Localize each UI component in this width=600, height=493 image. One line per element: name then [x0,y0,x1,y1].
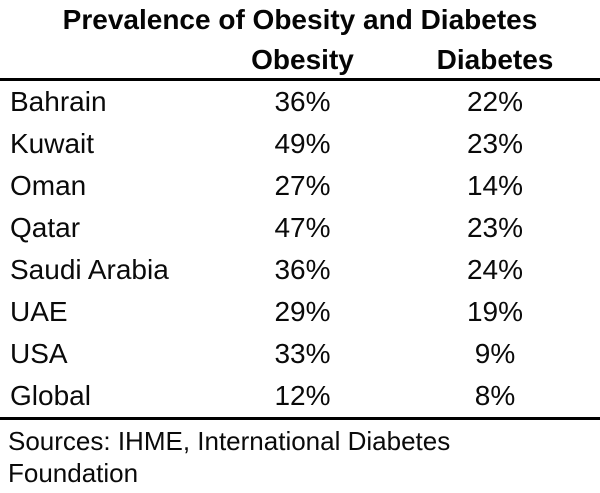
header-cell-obesity: Obesity [251,44,354,75]
country-cell: Oman [10,170,87,201]
page-title: Prevalence of Obesity and Diabetes [62,4,538,35]
header-row: Obesity Diabetes [0,42,600,80]
table-row: Oman 27% 14% [0,165,600,207]
obesity-value-cell: 36% [274,86,331,117]
source-note: Sources: IHME, International Diabetes Fo… [0,420,600,489]
obesity-value-cell: 33% [274,338,331,369]
obesity-value-cell: 36% [274,254,331,285]
table-row: USA 33% 9% [0,333,600,375]
diabetes-value-cell: 23% [466,212,524,243]
country-cell: Kuwait [10,128,95,159]
table-row: Bahrain 36% 22% [0,80,600,124]
source-line-2: Foundation [8,458,139,488]
table-row: UAE 29% 19% [0,291,600,333]
diabetes-value-cell: 23% [466,128,524,159]
obesity-value-cell: 49% [274,128,331,159]
country-cell: UAE [10,296,68,327]
header-cell-diabetes: Diabetes [436,44,554,75]
prevalence-table: Obesity Diabetes Bahrain 36% 22% Kuwait … [0,42,600,420]
obesity-value-cell: 29% [274,296,331,327]
obesity-value-cell: 12% [274,380,331,411]
table-row: Global 12% 8% [0,375,600,419]
country-cell: Saudi Arabia [10,254,169,285]
table-row: Saudi Arabia 36% 24% [0,249,600,291]
obesity-value-cell: 47% [274,212,331,243]
diabetes-value-cell: 22% [466,86,524,117]
obesity-value-cell: 27% [274,170,331,201]
country-cell: Bahrain [10,86,107,117]
table-row: Qatar 47% 23% [0,207,600,249]
header-cell-blank [0,42,215,80]
diabetes-value-cell: 24% [466,254,524,285]
diabetes-value-cell: 8% [474,380,516,411]
diabetes-value-cell: 9% [474,338,516,369]
table-row: Kuwait 49% 23% [0,123,600,165]
country-cell: USA [10,338,68,369]
diabetes-value-cell: 19% [466,296,524,327]
source-line-1: Sources: IHME, International Diabetes [8,426,451,456]
country-cell: Qatar [10,212,81,243]
diabetes-value-cell: 14% [466,170,524,201]
country-cell: Global [10,380,91,411]
